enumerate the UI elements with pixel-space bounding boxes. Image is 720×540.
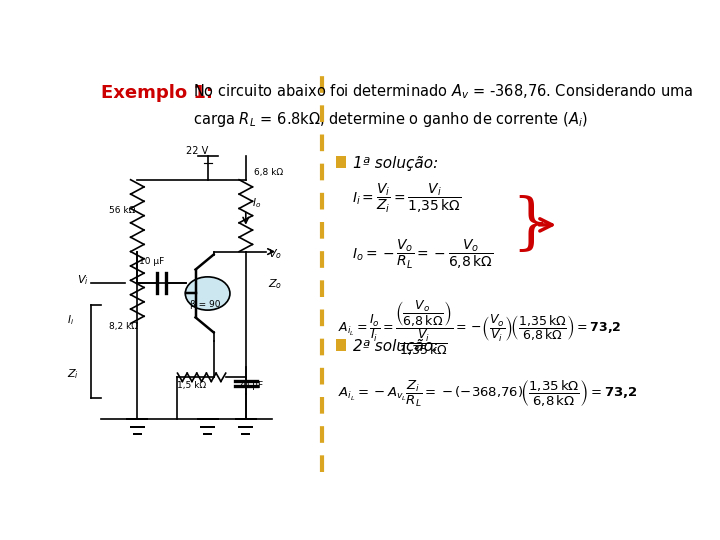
FancyBboxPatch shape	[336, 340, 346, 351]
Text: 20 µF: 20 µF	[238, 381, 263, 390]
Text: 1,5 kΩ: 1,5 kΩ	[178, 381, 207, 390]
Text: $I_i = \dfrac{V_i}{Z_i} = \dfrac{V_i}{1{,}35\,\mathrm{k\Omega}}$: $I_i = \dfrac{V_i}{Z_i} = \dfrac{V_i}{1{…	[352, 181, 462, 215]
Text: $I_o$: $I_o$	[252, 197, 261, 211]
FancyBboxPatch shape	[336, 157, 346, 168]
Text: 8,2 kΩ: 8,2 kΩ	[109, 322, 138, 332]
Text: 6,8 kΩ: 6,8 kΩ	[254, 168, 283, 177]
Text: $V_o$: $V_o$	[268, 247, 282, 261]
Text: $I_o = -\dfrac{V_o}{R_L} = -\dfrac{V_o}{6{,}8\,\mathrm{k\Omega}}$: $I_o = -\dfrac{V_o}{R_L} = -\dfrac{V_o}{…	[352, 238, 493, 271]
Text: $Z_i$: $Z_i$	[67, 367, 79, 381]
Circle shape	[185, 277, 230, 310]
Text: 10 µF: 10 µF	[140, 256, 165, 266]
Text: Exemplo 1:: Exemplo 1:	[101, 84, 213, 102]
Text: $Z_o$: $Z_o$	[268, 278, 282, 291]
Text: 56 kΩ: 56 kΩ	[109, 206, 135, 215]
Text: $A_{i_L} = -A_{v_L}\dfrac{Z_i}{R_L} = -(-368{,}76)\!\left(\dfrac{1{,}35\,\mathrm: $A_{i_L} = -A_{v_L}\dfrac{Z_i}{R_L} = -(…	[338, 379, 638, 409]
Text: 1ª solução:: 1ª solução:	[353, 157, 438, 171]
Text: β = 90: β = 90	[189, 300, 220, 309]
Text: $V_i$: $V_i$	[77, 273, 89, 287]
Text: No circuito abaixo foi determinado $A_v$ = -368,76. Considerando uma
carga $R_L$: No circuito abaixo foi determinado $A_v$…	[193, 82, 694, 129]
Text: 22 V: 22 V	[186, 146, 208, 156]
Text: }: }	[511, 195, 550, 255]
Text: $I_i$: $I_i$	[67, 313, 74, 327]
Text: $A_{i_L} = \dfrac{I_o}{I_i} = \dfrac{\left(\dfrac{V_o}{6{,}8\,\mathrm{k\Omega}}\: $A_{i_L} = \dfrac{I_o}{I_i} = \dfrac{\le…	[338, 298, 622, 357]
Text: 2ª solução:: 2ª solução:	[353, 340, 438, 354]
